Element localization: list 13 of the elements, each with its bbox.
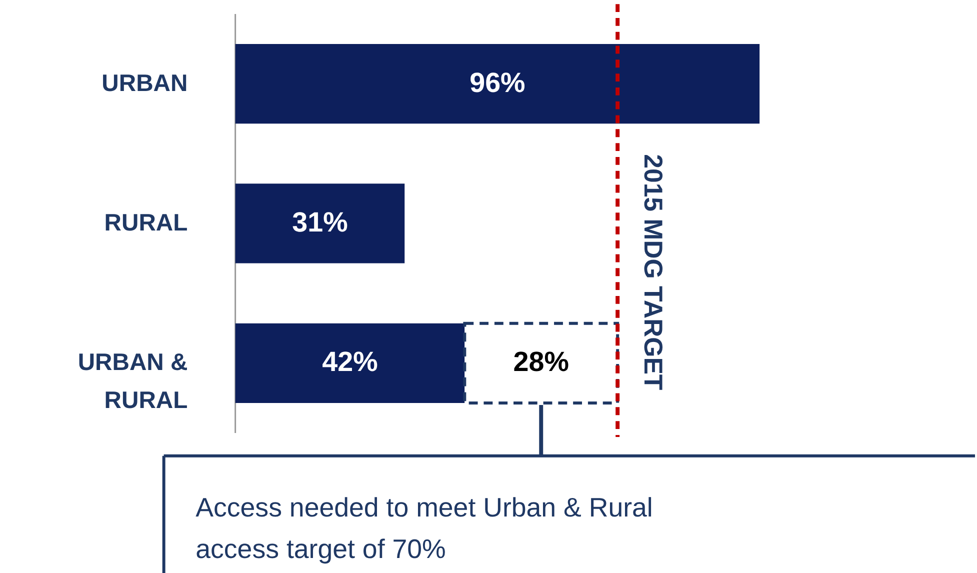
data-label: 31% <box>292 206 348 238</box>
ref-line-label: 2015 MDG TARGET <box>638 154 666 390</box>
bar <box>235 184 405 264</box>
text: Access needed to meet Urban & Rural access target of 70% <box>196 492 653 564</box>
y-tick-label: URBAN & RURAL <box>78 349 188 414</box>
data-label: 96% <box>470 66 526 98</box>
y-tick-label: URBAN <box>102 70 188 97</box>
data-label: 42% <box>322 346 378 378</box>
bar <box>235 323 465 403</box>
bar <box>235 44 760 124</box>
data-label: 28% <box>513 346 569 378</box>
bar <box>463 322 620 404</box>
y-tick-label: RURAL <box>104 209 188 236</box>
